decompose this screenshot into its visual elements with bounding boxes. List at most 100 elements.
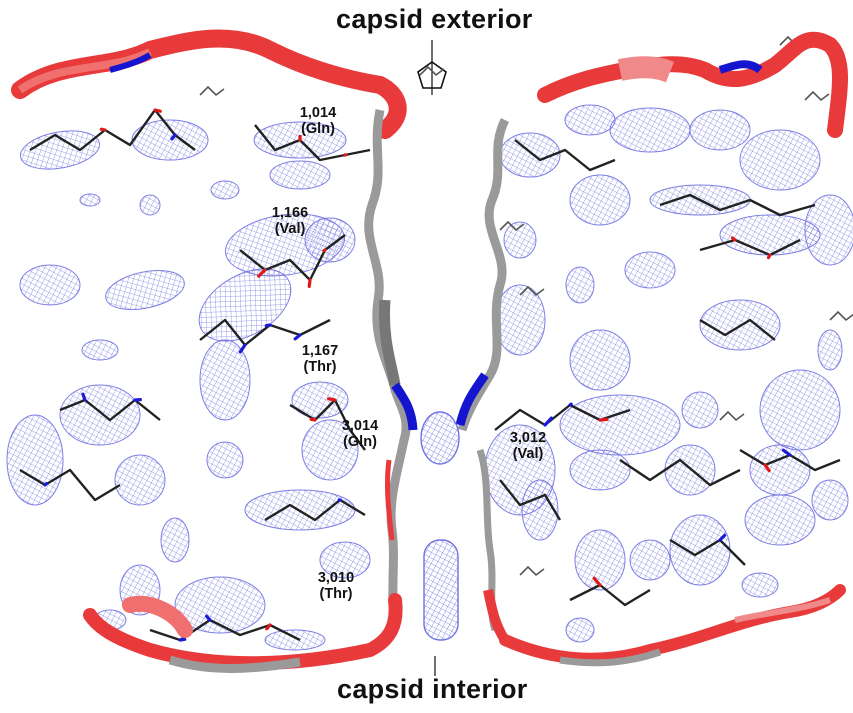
atom-bond-highlight [265, 623, 272, 631]
residue-label-3012: 3,012 (Val) [500, 430, 556, 462]
density-mesh-blob [304, 217, 356, 263]
atom-bond-highlight [763, 463, 771, 473]
left-ribbon [11, 29, 418, 673]
atom-bond-highlight [718, 533, 727, 542]
side-chain-stick [499, 220, 525, 232]
residue-stick-chain [699, 238, 801, 257]
density-mesh-blob [689, 109, 751, 151]
residue-stick-chain [499, 479, 562, 521]
density-mesh-blob [81, 339, 119, 361]
residue-stick-chain [19, 468, 121, 502]
residue-label-1014: 1,014 (Gln) [290, 105, 346, 137]
residue-number: 1,166 [271, 205, 309, 221]
density-mesh-blob [6, 414, 64, 506]
density-mesh-blob [664, 444, 716, 496]
stick-model-group [19, 35, 853, 642]
density-mesh-blob [565, 617, 595, 643]
residue-stick-chain [264, 498, 366, 522]
residue-stick-chain [669, 538, 746, 566]
side-chain-stick [519, 285, 545, 297]
pore-densities [420, 411, 460, 641]
density-mesh-blob [744, 494, 816, 546]
atom-bond-highlight [264, 323, 272, 328]
density-mesh-blob [206, 441, 244, 479]
density-mesh-blob [494, 284, 546, 356]
density-mesh-blob [174, 576, 266, 634]
residue-stick-chain [514, 139, 616, 172]
residue-label-1166: 1,166 (Val) [262, 205, 318, 237]
residue-label-1167: 1,167 (Thr) [292, 343, 348, 375]
density-mesh-blob [139, 194, 161, 216]
side-chain-stick [199, 85, 225, 97]
density-mesh-blob [749, 444, 811, 496]
atom-bond-highlight [170, 133, 177, 141]
atom-bond-highlight [592, 576, 602, 587]
residue-type: (Gln) [301, 121, 335, 138]
residue-label-3010: 3,010 (Thr) [308, 570, 364, 602]
density-mesh-blob [559, 394, 681, 456]
density-mesh-blob [114, 454, 166, 506]
density-mesh-blob [503, 221, 537, 259]
density-mesh-blob [811, 479, 849, 521]
density-mesh-group [6, 104, 853, 651]
residue-stick-chain [199, 318, 331, 347]
residue-stick-chain [59, 398, 161, 422]
density-mesh-blob [817, 329, 843, 371]
density-mesh-blob [19, 264, 81, 306]
density-mesh-blob [131, 119, 209, 161]
density-mesh-blob [569, 174, 631, 226]
density-mesh-blob [569, 449, 631, 491]
residue-stick-chain [659, 193, 816, 217]
density-mesh-blob [521, 479, 559, 541]
atom-bond-highlight [238, 343, 247, 354]
atom-bond-highlight [781, 448, 792, 457]
pore-density-upper [420, 411, 460, 465]
residue-stick-chain [254, 124, 371, 162]
residue-stick-chain [619, 458, 741, 487]
atom-bond-highlight [327, 397, 337, 402]
atom-bond-highlight [322, 248, 327, 253]
residue-number: 1,014 [299, 105, 337, 121]
atom-bond-highlight [178, 637, 187, 642]
density-mesh-blob [681, 391, 719, 429]
density-mesh-blob [199, 339, 251, 421]
residue-stick-chain [569, 583, 651, 607]
capsid-interior-title: capsid interior [337, 674, 528, 704]
density-mesh-blob [759, 369, 841, 451]
side-chain-stick [804, 90, 830, 102]
atom-bond-highlight [43, 482, 49, 487]
residue-number: 3,010 [317, 570, 355, 586]
density-mesh-blob [319, 541, 371, 579]
atom-bond-highlight [205, 614, 212, 622]
density-mesh-blob [609, 107, 691, 153]
atom-bond-highlight [730, 236, 737, 242]
pore-density-lower [423, 539, 459, 641]
density-mesh-blob [19, 130, 101, 170]
density-mesh-blob [291, 381, 349, 419]
side-chain-stick [719, 410, 745, 422]
density-mesh-blob [105, 270, 185, 310]
density-mesh-blob [669, 514, 731, 586]
density-mesh-blob [624, 251, 676, 289]
density-mesh-blob [59, 384, 141, 446]
residue-number: 1,167 [301, 343, 339, 359]
density-mesh-blob [741, 572, 779, 598]
density-mesh-blob [565, 266, 595, 304]
atom-bond-highlight [309, 417, 317, 422]
residue-stick-chain [239, 234, 346, 282]
residue-type: (Val) [274, 221, 306, 238]
density-mesh-blob [264, 629, 326, 651]
atom-bond-highlight [257, 268, 267, 278]
atom-bond-highlight [598, 417, 609, 422]
atom-bond-highlight [153, 108, 162, 113]
density-mesh-blob [564, 104, 616, 136]
density-mesh-blob [739, 129, 821, 191]
density-mesh-blob [210, 180, 240, 200]
side-chain-stick [829, 310, 853, 322]
capsid-exterior-title: capsid exterior [336, 4, 533, 34]
residue-number: 3,012 [509, 430, 547, 446]
residue-stick-chain [149, 618, 301, 642]
density-mesh-blob [301, 419, 359, 481]
atom-bond-highlight [568, 402, 573, 407]
